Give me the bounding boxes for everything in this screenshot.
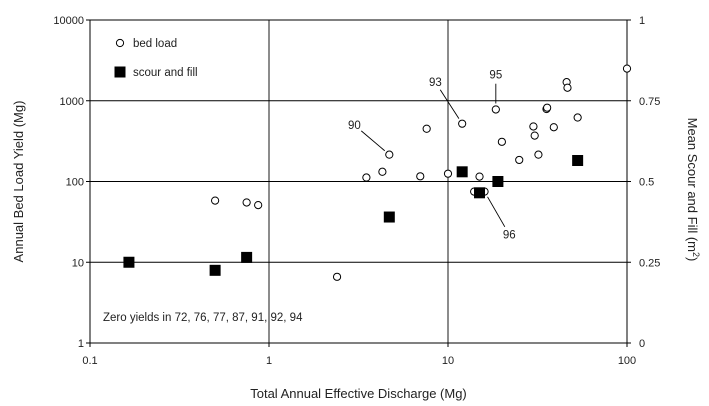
- bed-load-point: [211, 196, 220, 205]
- scour-and-fill-point: [123, 256, 135, 268]
- bed-load-point: [475, 172, 484, 181]
- series-bed-load: [211, 64, 632, 281]
- bed-load-point: [242, 198, 251, 207]
- y-axis-right-title: Mean Scour and Fill (m2): [685, 118, 701, 262]
- bed-load-point: [534, 150, 543, 159]
- y-left-tick-label: 1000: [60, 96, 84, 108]
- bed-load-point: [385, 150, 394, 159]
- zero-yields-note: Zero yields in 72, 76, 77, 87, 91, 92, 9…: [103, 312, 303, 324]
- axis-ticks: 0.1 1 10 100 1 10 100 1000 10000 0 0.25 0.5 0.75 1: [53, 15, 660, 367]
- y-right-tick-label: 1: [639, 15, 645, 27]
- bed-load-point: [254, 201, 263, 210]
- scour-and-fill-point: [572, 155, 584, 167]
- annotation-label-90: 90: [348, 120, 361, 132]
- annotation-label-93: 93: [429, 77, 442, 89]
- y-right-tick-label: 0.25: [639, 257, 660, 269]
- point-annotations: 90 93 95 96: [348, 70, 516, 242]
- y-axis-right-title-text: Mean Scour and Fill (m: [685, 118, 700, 252]
- y-right-tick-label: 0.5: [639, 177, 654, 189]
- x-tick-label: 100: [618, 355, 636, 367]
- annotation-label-96: 96: [503, 230, 516, 242]
- bed-load-point: [416, 172, 425, 181]
- bed-load-point: [563, 83, 572, 92]
- legend-marker-bed-load: [115, 38, 125, 48]
- y-left-tick-label: 1: [78, 338, 84, 350]
- annotation-leader-90: [360, 130, 386, 152]
- y-axis-left-title: Annual Bed Load Yield (Mg): [11, 101, 26, 263]
- scour-and-fill-point: [456, 166, 468, 178]
- y-left-tick-label: 10: [72, 257, 84, 269]
- legend: bed load scour and fill: [114, 38, 198, 79]
- bed-load-point: [378, 167, 387, 176]
- x-tick-label: 10: [442, 355, 454, 367]
- bed-load-point: [362, 173, 371, 182]
- legend-marker-scour-and-fill: [114, 66, 126, 78]
- annotation-leader-96: [487, 196, 506, 228]
- bed-load-point: [497, 137, 506, 146]
- series-scour-and-fill: [123, 155, 584, 276]
- data-series: [123, 64, 632, 281]
- bed-load-point: [491, 105, 500, 114]
- legend-label-scour-and-fill: scour and fill: [133, 67, 198, 79]
- scour-and-fill-point: [209, 264, 221, 276]
- bed-load-point: [543, 103, 552, 112]
- x-tick-label: 0.1: [82, 355, 97, 367]
- y-right-tick-label: 0.75: [639, 96, 660, 108]
- x-axis-title: Total Annual Effective Discharge (Mg): [250, 386, 467, 401]
- y-axis-right-title-close: ): [685, 257, 700, 261]
- y-right-tick-label: 0: [639, 338, 645, 350]
- scour-and-fill-point: [241, 251, 253, 263]
- grid-lines: [90, 20, 627, 343]
- scour-and-fill-point: [492, 176, 504, 187]
- bed-load-point: [549, 123, 558, 132]
- y-axis-right-title-superscript: 2: [691, 252, 701, 257]
- bed-load-point: [422, 124, 431, 133]
- legend-label-bed-load: bed load: [133, 38, 177, 50]
- x-tick-label: 1: [266, 355, 272, 367]
- bed-load-point: [515, 155, 524, 165]
- scour-and-fill-point: [474, 187, 486, 199]
- y-left-tick-label: 100: [66, 177, 84, 189]
- bed-load-point: [443, 169, 453, 178]
- bed-load-point: [458, 119, 467, 128]
- scour-and-fill-point: [383, 211, 395, 223]
- annotation-label-95: 95: [489, 70, 502, 82]
- bed-load-point: [332, 272, 342, 281]
- annotation-leader-93: [439, 89, 460, 119]
- bed-load-point: [530, 131, 539, 140]
- bed-load-point: [573, 113, 582, 122]
- bed-load-point: [622, 64, 632, 73]
- y-left-tick-label: 10000: [53, 15, 84, 27]
- bed-load-point: [529, 122, 538, 131]
